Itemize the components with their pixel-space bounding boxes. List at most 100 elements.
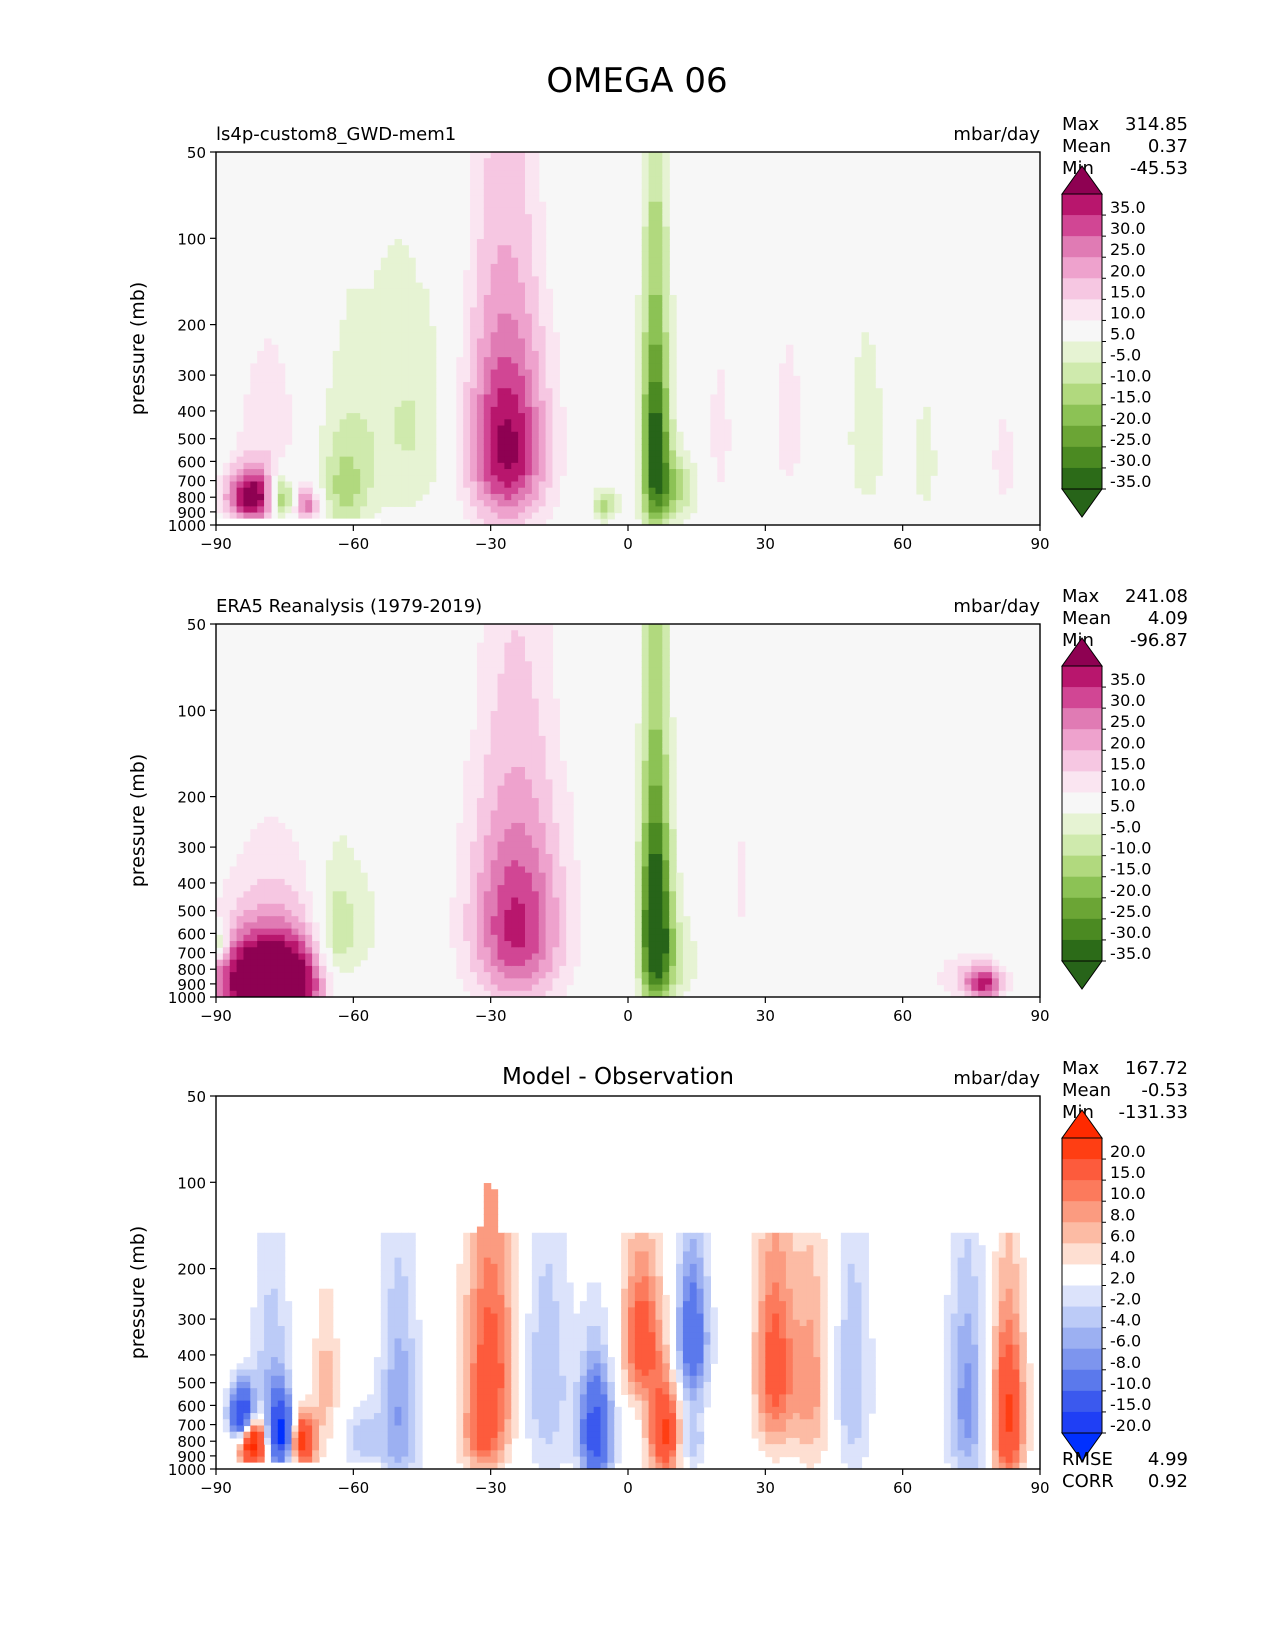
contour-cell [401,1381,409,1389]
contour-cell [476,1381,485,1389]
contour-cell [463,916,471,923]
contour-cell [476,1270,485,1277]
contour-cell [470,1431,478,1439]
contour-cell [648,655,657,662]
contour-cell [277,953,286,961]
contour-cell [270,822,279,830]
contour-cell [648,332,657,340]
contour-cell [504,742,512,749]
contour-cell [971,972,979,979]
contour-cell [662,158,670,166]
contour-cell [476,990,485,997]
contour-cell [662,711,670,718]
contour-cell [538,816,547,824]
contour-cell [284,1444,293,1451]
contour-cell [662,338,670,346]
contour-cell [415,1450,423,1458]
contour-cell [676,444,684,451]
contour-cell [380,1350,389,1358]
contour-cell [415,1350,423,1358]
contour-cell [662,947,670,955]
contour-cell [428,425,437,433]
contour-cell [545,816,554,824]
contour-cell [504,326,512,333]
contour-cell [518,313,526,321]
contour-cell [785,406,794,414]
contour-cell [346,860,354,868]
contour-cell [250,941,258,948]
contour-cell [676,500,684,507]
contour-cell [497,332,505,340]
contour-cell [641,307,650,315]
figure-title: OMEGA 06 [546,61,727,101]
contour-cell [525,487,533,495]
contour-cell [490,245,499,253]
contour-cell [490,183,499,190]
contour-cell [270,444,279,451]
contour-cell [325,872,334,880]
contour-cell [483,1226,492,1234]
contour-cell [676,909,684,917]
contour-cell [387,326,396,333]
contour-cell [277,903,286,911]
contour-cell [332,487,341,495]
contour-cell [257,1369,265,1377]
contour-cell [408,382,416,389]
contour-cell [669,990,677,997]
contour-cell [264,375,272,383]
contour-cell [456,1270,464,1277]
contour-cell [367,1419,375,1427]
contour-cell [319,1350,327,1358]
contour-cell [216,990,224,997]
contour-cell [270,847,279,855]
contour-cell [394,1270,402,1277]
contour-cell [394,1369,402,1377]
contour-cell [511,382,519,389]
contour-cell [312,1381,320,1389]
contour-cell [991,450,1000,458]
contour-cell [353,400,361,408]
contour-cell [270,375,279,383]
contour-cell [559,953,567,961]
contour-cell [662,152,670,159]
y-tick-label: 300 [177,367,206,385]
contour-cell [531,506,540,514]
contour-cell [525,798,533,805]
contour-cell [298,928,306,936]
contour-cell [483,1400,492,1408]
contour-cell [236,1363,245,1371]
contour-cell [470,754,478,762]
contour-cell [662,941,670,948]
contour-cell [257,1288,265,1296]
contour-cell [394,338,402,346]
contour-cell [360,506,368,514]
contour-cell [655,655,663,662]
contour-cell [470,1276,478,1284]
contour-cell [916,456,924,464]
contour-cell [868,363,876,371]
contour-cell [476,425,485,433]
contour-cell [497,288,505,296]
contour-cell [861,450,869,458]
contour-cell [257,469,265,476]
contour-cell [511,729,519,737]
contour-cell [641,648,650,656]
contour-cell [483,1183,492,1190]
contour-cell [264,444,272,451]
contour-cell [380,357,389,364]
contour-cell [456,1431,464,1439]
contour-cell [270,1369,279,1377]
contour-cell [387,1437,396,1445]
contour-cell [401,419,409,427]
contour-cell [422,363,430,371]
contour-cell [566,965,574,973]
contour-cell [991,984,1000,992]
contour-cell [511,375,519,383]
contour-cell [662,506,670,514]
contour-cell [387,1394,396,1402]
contour-cell [1005,431,1014,439]
contour-cell [284,481,293,489]
contour-cell [394,406,402,414]
contour-cell [490,319,499,327]
contour-cell [641,785,650,793]
